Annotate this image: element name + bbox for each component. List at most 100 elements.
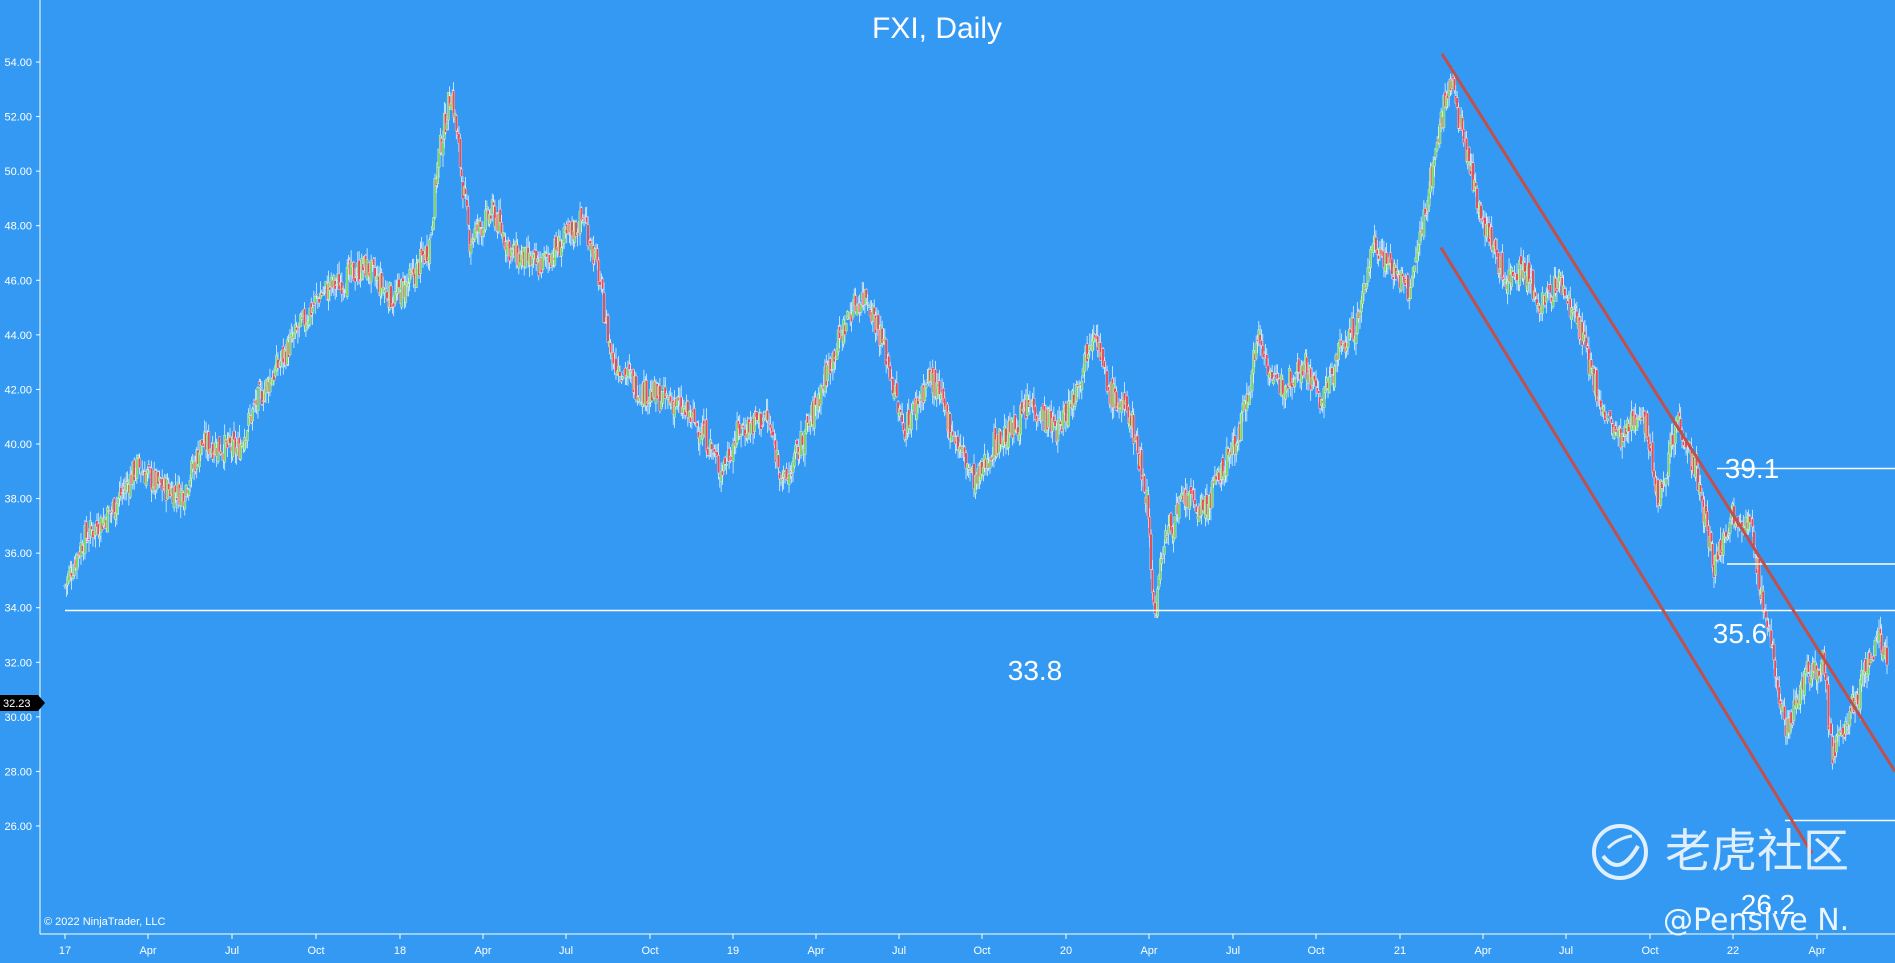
candle-body [223, 435, 227, 463]
candle-body [1418, 231, 1422, 245]
candle-body [1664, 478, 1668, 485]
candle-body [1461, 117, 1464, 131]
x-tick-label: Apr [1140, 945, 1157, 957]
candle-body [603, 322, 607, 324]
candle-body [1375, 249, 1379, 255]
candle-body [795, 440, 799, 445]
candle-body [859, 304, 863, 313]
candle-body [629, 371, 632, 373]
candle-body [1367, 267, 1371, 273]
candle-body [742, 425, 746, 428]
candle-body [428, 239, 432, 265]
y-tick-label: 46.00 [4, 275, 32, 287]
candle-body [110, 510, 113, 512]
candle-body [951, 430, 955, 436]
y-tick-label: 38.00 [4, 494, 32, 506]
candle-body [1351, 317, 1355, 341]
candle-body [1475, 188, 1479, 209]
candle-body [1236, 442, 1239, 447]
candle-body [1563, 288, 1567, 297]
candle-body [1534, 291, 1537, 297]
candle-body [545, 253, 549, 258]
candle-body [698, 436, 702, 445]
candle-body [425, 245, 429, 262]
candle-body [489, 215, 493, 220]
candle-body [295, 327, 298, 331]
candle-body [1618, 426, 1621, 428]
candle-body [1847, 729, 1850, 731]
candle-body [1627, 423, 1631, 432]
candle-body [1346, 341, 1350, 348]
candle-body [1672, 444, 1676, 447]
candle-body [211, 443, 215, 460]
candle-body [492, 201, 495, 206]
candle-body [606, 315, 610, 343]
candle-body [981, 467, 985, 476]
candle-body [383, 289, 386, 294]
candle-body [618, 371, 622, 377]
candle-body [1872, 656, 1876, 661]
candle-body [1371, 243, 1375, 253]
candle-body [472, 239, 475, 242]
candle-body [187, 489, 191, 496]
y-tick-label: 36.00 [4, 548, 32, 560]
candle-body [429, 234, 433, 236]
candle-body [721, 470, 724, 476]
candle-body [1068, 400, 1072, 402]
candle-body [1791, 722, 1794, 726]
candle-body [407, 283, 410, 287]
candle-body [582, 222, 586, 225]
candle-body [814, 397, 817, 406]
candle-body [706, 448, 710, 456]
candle-body [1349, 328, 1352, 334]
candle-body [1087, 353, 1090, 359]
candle-body [1656, 479, 1660, 506]
candle-body [349, 261, 353, 277]
candles [63, 68, 1889, 770]
candle-body [1410, 277, 1414, 288]
candle-body [1162, 546, 1166, 555]
candle-body [90, 525, 93, 530]
candle-body [1427, 189, 1431, 206]
candle-body [1467, 146, 1471, 162]
candle-body [1156, 588, 1160, 617]
candle-body [904, 436, 908, 440]
candle-body [1885, 647, 1889, 666]
candle-body [1860, 670, 1864, 686]
candle-body [1080, 380, 1084, 391]
candle-body [1663, 485, 1667, 487]
candle-body [1103, 360, 1106, 368]
candle-body [598, 281, 602, 286]
candle-body [839, 330, 843, 333]
candle-body [1201, 499, 1205, 511]
candle-body [340, 281, 344, 295]
candle-body [872, 307, 876, 315]
candle-body [1073, 403, 1077, 407]
candle-body [1294, 372, 1298, 375]
candle-body [892, 393, 896, 400]
candle-body [967, 467, 971, 470]
candle-body [98, 535, 101, 539]
candle-body [296, 331, 300, 333]
candle-body [586, 224, 590, 246]
candle-body [1438, 124, 1442, 144]
candle-body [777, 454, 780, 468]
candle-body [458, 138, 462, 168]
candle-body [1423, 208, 1427, 216]
candle-body [341, 288, 345, 290]
candle-body [1273, 373, 1277, 375]
candle-body [524, 247, 527, 269]
candle-body [510, 249, 514, 254]
candle-body [337, 273, 341, 290]
candle-body [602, 292, 606, 323]
candle-body [787, 473, 791, 485]
candle-body [1667, 452, 1671, 477]
candle-body [1772, 644, 1776, 661]
candle-body [357, 260, 361, 282]
candle-body [1293, 378, 1297, 388]
candle-body [902, 422, 905, 432]
candle-body [788, 470, 792, 472]
candle-body [1112, 383, 1116, 408]
candle-body [1640, 417, 1644, 420]
